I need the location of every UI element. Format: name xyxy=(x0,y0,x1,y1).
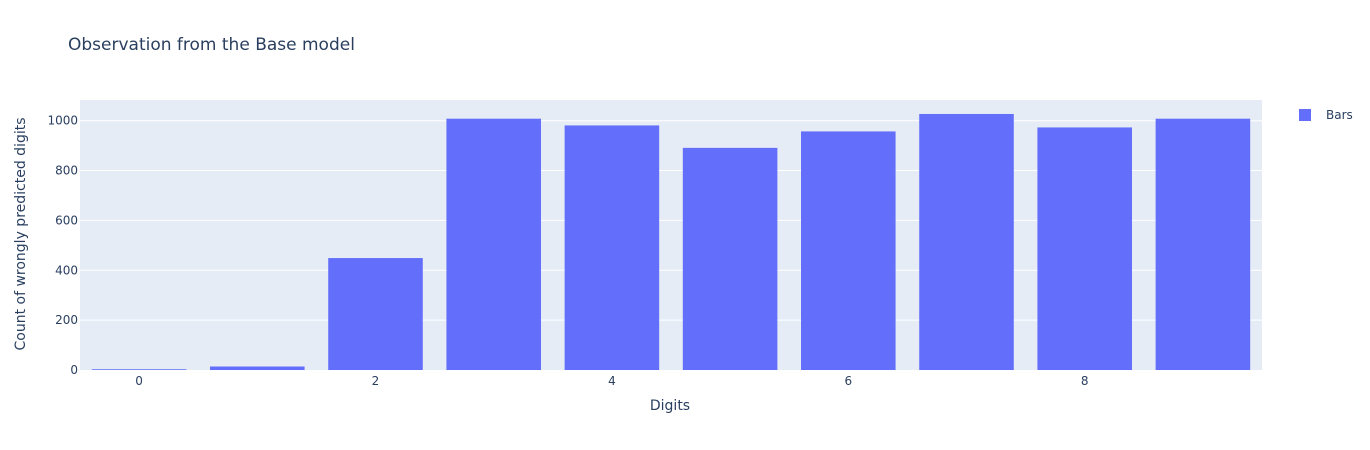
y-tick-label: 1000 xyxy=(47,114,78,128)
bar-digit-8[interactable] xyxy=(1037,127,1132,370)
bar-digit-9[interactable] xyxy=(1155,118,1251,370)
y-tick-label: 0 xyxy=(70,363,78,377)
x-axis-title: Digits xyxy=(650,398,690,414)
y-tick-label: 600 xyxy=(55,213,78,227)
bar-digit-4[interactable] xyxy=(564,125,660,371)
x-tick-label: 8 xyxy=(1081,374,1089,388)
y-tick-label: 400 xyxy=(55,263,78,277)
y-tick-label: 200 xyxy=(55,313,78,327)
bar-digit-6[interactable] xyxy=(801,131,896,370)
bar-digit-5[interactable] xyxy=(682,147,778,370)
bar-digit-3[interactable] xyxy=(446,118,541,370)
x-tick-label: 2 xyxy=(372,374,380,388)
bar-digit-0[interactable] xyxy=(91,369,187,370)
bar-digit-1[interactable] xyxy=(210,366,305,370)
legend-swatch-bars xyxy=(1299,109,1311,121)
bar-digit-7[interactable] xyxy=(919,113,1014,371)
x-tick-label: 4 xyxy=(608,374,616,388)
x-tick-label: 0 xyxy=(135,374,143,388)
legend[interactable]: Bars xyxy=(1299,108,1353,122)
y-axis-title: Count of wrongly predicted digits xyxy=(13,117,29,350)
bars-group xyxy=(91,113,1251,371)
legend-label-bars: Bars xyxy=(1326,108,1353,122)
y-axis-ticks: 0 200 400 600 800 1000 xyxy=(47,114,78,377)
chart-title: Observation from the Base model xyxy=(68,35,355,55)
x-tick-label: 6 xyxy=(844,374,852,388)
x-axis-ticks: 0 2 4 6 8 xyxy=(135,374,1088,388)
y-tick-label: 800 xyxy=(55,164,78,178)
bar-digit-2[interactable] xyxy=(328,258,423,370)
